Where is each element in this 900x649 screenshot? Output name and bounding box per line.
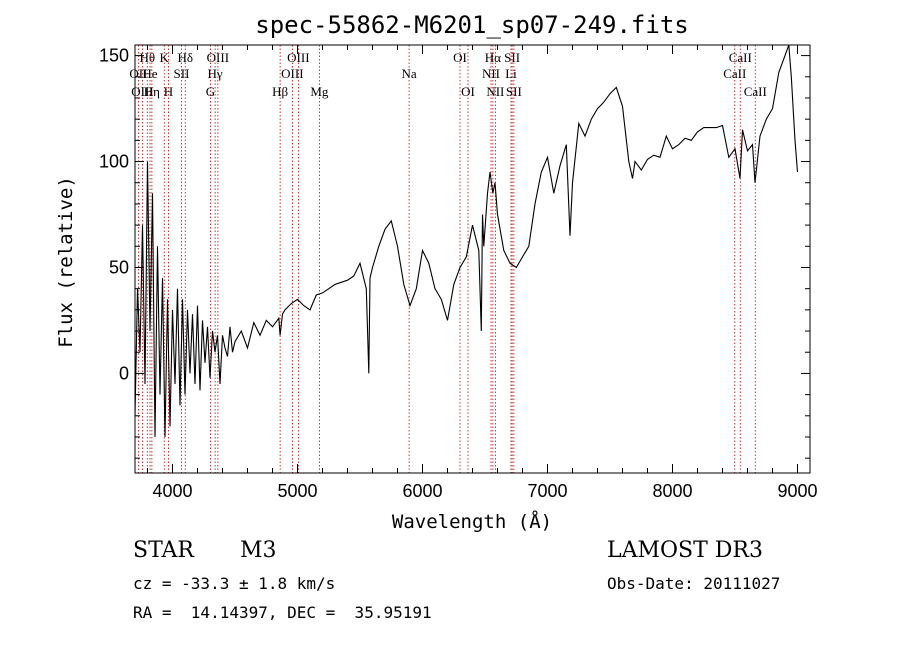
spectral-line-label: K — [160, 50, 170, 65]
spectral-line-label: CaII — [723, 66, 746, 81]
spectral-line-label: OI — [461, 84, 475, 99]
spectral-line-label: NII — [486, 84, 504, 99]
y-axis-label: Flux (relative) — [55, 176, 77, 348]
spectral-line-label: Hα — [485, 50, 501, 65]
axis-ticks: 4000 5000 6000 7000 8000 9000 0 50 100 150 — [99, 45, 818, 501]
spectral-line-label: CaII — [729, 50, 752, 65]
x-tick-label: 7000 — [527, 481, 567, 501]
plot-frame — [134, 44, 811, 474]
spectral-line-label: SII — [506, 84, 522, 99]
spectral-line-label: Hγ — [208, 66, 223, 81]
spectral-line-label: He — [142, 66, 157, 81]
object-class: STAR — [133, 538, 194, 563]
spectral-line-label: OI — [453, 50, 467, 65]
spectral-line-label: OIII — [281, 66, 303, 81]
spectral-line-label: OIII — [287, 50, 309, 65]
coordinates: RA = 14.14397, DEC = 35.95191 — [133, 603, 432, 622]
spectral-line-label: OIII — [207, 50, 229, 65]
spectral-line-label: Li — [505, 66, 517, 81]
redshift-velocity: cz = -33.3 ± 1.8 km/s — [133, 574, 336, 593]
y-tick-label: 100 — [99, 152, 129, 172]
spectral-line-label: NII — [482, 66, 500, 81]
spectral-line-label: Hβ — [272, 84, 288, 99]
flux-series-line — [134, 44, 799, 438]
chart-title: spec-55862-M6201_sp07-249.fits — [255, 11, 688, 39]
x-tick-label: 6000 — [402, 481, 442, 501]
spectral-line-label: SII — [504, 50, 520, 65]
survey-name: LAMOST DR3 — [607, 538, 763, 563]
y-tick-label: 150 — [99, 46, 129, 66]
object-subclass: M3 — [240, 538, 277, 563]
y-tick-label: 50 — [109, 257, 129, 277]
y-tick-label: 0 — [119, 363, 129, 383]
spectral-line-label: OIII — [131, 84, 153, 99]
x-tick-label: 9000 — [777, 481, 817, 501]
spectral-line-label: Hη — [144, 84, 160, 99]
spectral-line-label: G — [206, 84, 215, 99]
x-tick-label: 4000 — [152, 481, 192, 501]
spectral-line-label: CaII — [744, 84, 767, 99]
x-tick-label: 8000 — [652, 481, 692, 501]
observation-date: Obs-Date: 20111027 — [607, 574, 781, 593]
spectral-line-label: Na — [402, 66, 417, 81]
spectral-line-label: Hθ — [139, 50, 155, 65]
spectral-line-label: SII — [174, 66, 190, 81]
x-tick-label: 5000 — [277, 481, 317, 501]
spectral-line-label: Mg — [310, 84, 329, 99]
spectral-line-label: H — [164, 84, 173, 99]
spectral-line-label: Hδ — [177, 50, 193, 65]
x-axis-label: Wavelength (Å) — [392, 510, 552, 533]
